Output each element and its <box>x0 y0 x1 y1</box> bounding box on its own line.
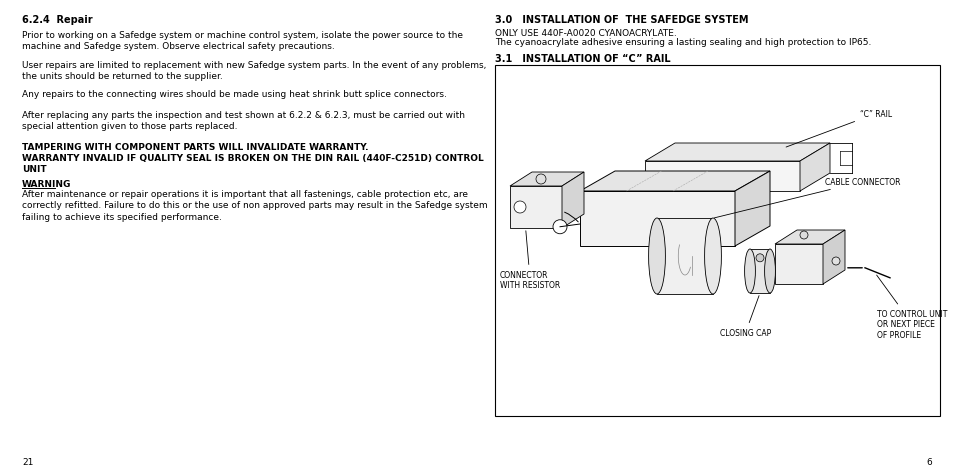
Polygon shape <box>510 173 583 187</box>
Text: “C” RAIL: “C” RAIL <box>785 110 891 148</box>
Text: The cyanoacrylate adhesive ensuring a lasting sealing and high protection to IP6: The cyanoacrylate adhesive ensuring a la… <box>495 38 870 47</box>
Text: 6: 6 <box>925 457 931 466</box>
Polygon shape <box>510 187 561 228</box>
Text: User repairs are limited to replacement with new Safedge system parts. In the ev: User repairs are limited to replacement … <box>22 61 486 81</box>
Polygon shape <box>644 144 829 162</box>
Circle shape <box>536 175 545 185</box>
Bar <box>657 218 712 294</box>
Text: 3.1   INSTALLATION OF “C” RAIL: 3.1 INSTALLATION OF “C” RAIL <box>495 54 670 64</box>
Ellipse shape <box>763 249 775 293</box>
Text: 6.2.4  Repair: 6.2.4 Repair <box>22 15 92 25</box>
Text: After replacing any parts the inspection and test shown at 6.2.2 & 6.2.3, must b: After replacing any parts the inspection… <box>22 110 464 131</box>
Polygon shape <box>774 230 844 245</box>
Text: CLOSING CAP: CLOSING CAP <box>720 296 770 337</box>
Text: 3.0   INSTALLATION OF  THE SAFEDGE SYSTEM: 3.0 INSTALLATION OF THE SAFEDGE SYSTEM <box>495 15 748 25</box>
Bar <box>495 66 939 416</box>
Bar <box>749 249 769 293</box>
Text: Prior to working on a Safedge system or machine control system, isolate the powe: Prior to working on a Safedge system or … <box>22 31 462 51</box>
Polygon shape <box>644 162 800 192</box>
Text: WARNING: WARNING <box>22 179 71 188</box>
Text: ONLY USE 440F-A0020 CYANOACRYLATE.: ONLY USE 440F-A0020 CYANOACRYLATE. <box>495 29 676 38</box>
Circle shape <box>514 201 525 214</box>
Polygon shape <box>774 245 822 284</box>
Circle shape <box>831 258 840 266</box>
Ellipse shape <box>744 249 755 293</box>
Polygon shape <box>561 173 583 228</box>
Circle shape <box>755 254 763 262</box>
Text: TAMPERING WITH COMPONENT PARTS WILL INVALIDATE WARRANTY.
WARRANTY INVALID IF QUA: TAMPERING WITH COMPONENT PARTS WILL INVA… <box>22 142 483 174</box>
Circle shape <box>800 231 807 239</box>
Text: CABLE CONNECTOR: CABLE CONNECTOR <box>714 178 900 218</box>
Ellipse shape <box>648 218 664 294</box>
Text: 21: 21 <box>22 457 33 466</box>
Polygon shape <box>800 144 829 192</box>
Polygon shape <box>579 172 769 192</box>
Text: After maintenance or repair operations it is important that all fastenings, cabl: After maintenance or repair operations i… <box>22 189 487 221</box>
Text: CONNECTOR
WITH RESISTOR: CONNECTOR WITH RESISTOR <box>499 231 559 290</box>
Text: Any repairs to the connecting wires should be made using heat shrink butt splice: Any repairs to the connecting wires shou… <box>22 90 446 99</box>
Polygon shape <box>579 192 734 247</box>
Polygon shape <box>822 230 844 284</box>
Text: TO CONTROL UNIT
OR NEXT PIECE
OF PROFILE: TO CONTROL UNIT OR NEXT PIECE OF PROFILE <box>876 276 946 339</box>
Ellipse shape <box>704 218 720 294</box>
Polygon shape <box>734 172 769 247</box>
Circle shape <box>553 220 566 234</box>
